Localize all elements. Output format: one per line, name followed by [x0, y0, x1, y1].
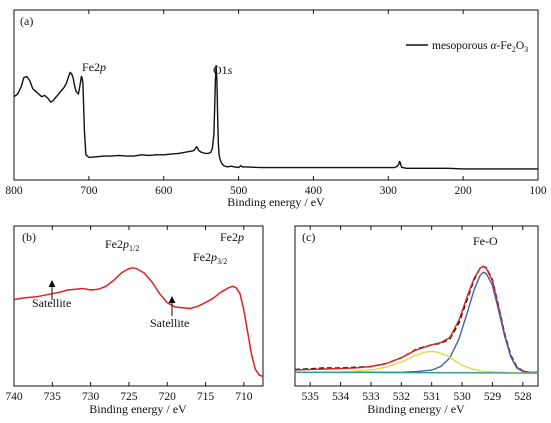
x-tick-label-b-710: 710: [235, 391, 253, 403]
annotation-fe2p12-b: Fe2p1/2: [105, 237, 139, 253]
series-line-a-0: [13, 64, 538, 170]
plot-frame-a: [13, 9, 539, 181]
annotation-fe2p-b: Fe2p: [220, 230, 244, 244]
panel-c: (c) 535 534 533 532 531 530 529 528 Binding ene…: [294, 225, 539, 416]
satellite-arrowhead-2-b: [168, 296, 176, 303]
legend-label-a: mesoporous α-Fe2O3: [432, 40, 528, 54]
panel-b: (b) 740 735 730 725 720 715 710 Binding energy…: [5, 225, 264, 416]
annotation-fe2p32-b: Fe2p3/2: [193, 250, 227, 266]
x-tick-label-c-528: 528: [514, 391, 532, 403]
x-tick-labels-b: 740 735 730 725 720 715 710: [5, 391, 252, 403]
series-line-c-3: [294, 350, 539, 374]
annotation-fe2p-a: Fe2p: [82, 60, 106, 74]
x-ticks-b: [13, 226, 245, 386]
series-c: [294, 265, 539, 374]
x-tick-label-b-730: 730: [82, 391, 100, 403]
x-tick-label-a-300: 300: [380, 185, 398, 197]
series-a: [13, 64, 538, 170]
panel-label-b: (b): [22, 230, 36, 244]
x-axis-label-a: Binding energy / eV: [227, 195, 325, 209]
annotation-satellite-1-b: Satellite: [32, 296, 71, 310]
x-tick-label-b-740: 740: [5, 391, 23, 403]
plot-frame-c: [294, 225, 539, 387]
x-tick-label-b-735: 735: [44, 391, 62, 403]
x-tick-label-a-800: 800: [5, 185, 23, 197]
x-tick-label-a-100: 100: [529, 185, 547, 197]
x-tick-label-b-715: 715: [197, 391, 215, 403]
x-tick-label-a-600: 600: [155, 185, 173, 197]
x-tick-label-a-400: 400: [305, 185, 323, 197]
series-line-c-4: [294, 371, 539, 374]
series-line-b-0: [13, 267, 264, 378]
annotation-fe-o-c: Fe-O: [473, 234, 498, 248]
x-axis-label-b: Binding energy / eV: [89, 402, 187, 416]
annotation-o1s-a: O1s: [213, 63, 233, 77]
x-tick-label-a-700: 700: [80, 185, 98, 197]
x-tick-label-b-725: 725: [120, 391, 138, 403]
plot-frame-b: [13, 225, 264, 387]
x-tick-label-b-720: 720: [159, 391, 177, 403]
x-tick-label-c-530: 530: [453, 391, 471, 403]
annotation-satellite-2-b: Satellite: [150, 316, 189, 330]
x-ticks-c: [309, 226, 524, 386]
series-b: [13, 267, 264, 378]
x-axis-label-c: Binding energy / eV: [367, 402, 465, 416]
x-tick-label-c-533: 533: [362, 391, 380, 403]
panel-a: (a) 800 700 600 500 400 300 200 100 Binding ene…: [5, 9, 547, 209]
x-tick-labels-a: 800 700 600 500 400 300 200 100: [5, 185, 547, 197]
panel-label-a: (a): [20, 14, 33, 28]
series-line-c-2: [295, 271, 539, 374]
x-tick-label-a-500: 500: [230, 185, 248, 197]
panel-label-c: (c): [302, 230, 315, 244]
x-ticks-a: [13, 10, 539, 180]
x-tick-labels-c: 535 534 533 532 531 530 529 528: [302, 391, 532, 403]
x-tick-label-c-534: 534: [332, 391, 350, 403]
x-tick-label-c-529: 529: [484, 391, 502, 403]
satellite-arrowhead-1-b: [48, 280, 56, 287]
x-tick-label-c-535: 535: [302, 391, 320, 403]
x-tick-label-a-200: 200: [455, 185, 473, 197]
x-tick-label-c-531: 531: [423, 391, 441, 403]
x-tick-label-c-532: 532: [393, 391, 411, 403]
series-line-c-1: [294, 265, 539, 374]
